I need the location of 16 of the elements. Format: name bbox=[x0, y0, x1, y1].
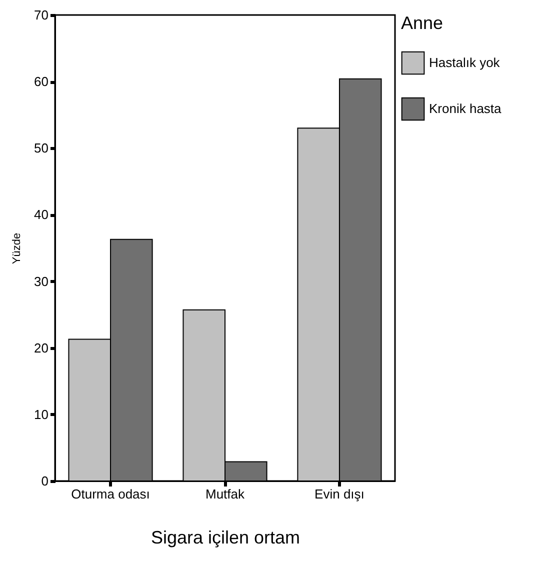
y-tick-label: 30 bbox=[34, 274, 48, 289]
legend-label: Kronik hasta bbox=[429, 101, 502, 116]
x-tick-label: Oturma odası bbox=[71, 486, 150, 502]
y-tick-label: 70 bbox=[34, 8, 48, 22]
y-tick-label: 0 bbox=[41, 474, 48, 488]
y-tick-label: 40 bbox=[34, 207, 48, 222]
y-tick-label: 60 bbox=[34, 74, 48, 90]
y-tick-label: 10 bbox=[34, 406, 48, 422]
x-axis-title: Sigara içilen ortam bbox=[150, 528, 300, 548]
y-tick-label: 50 bbox=[34, 140, 48, 156]
x-tick-label: Evin dışı bbox=[314, 486, 364, 502]
y-tick-label: 20 bbox=[34, 340, 48, 356]
y-axis-title: Yüzde bbox=[11, 232, 24, 264]
legend-title: Anne bbox=[401, 13, 444, 33]
x-tick-label: Mutfak bbox=[205, 486, 246, 502]
legend-label: Hastalık yok bbox=[429, 55, 500, 70]
